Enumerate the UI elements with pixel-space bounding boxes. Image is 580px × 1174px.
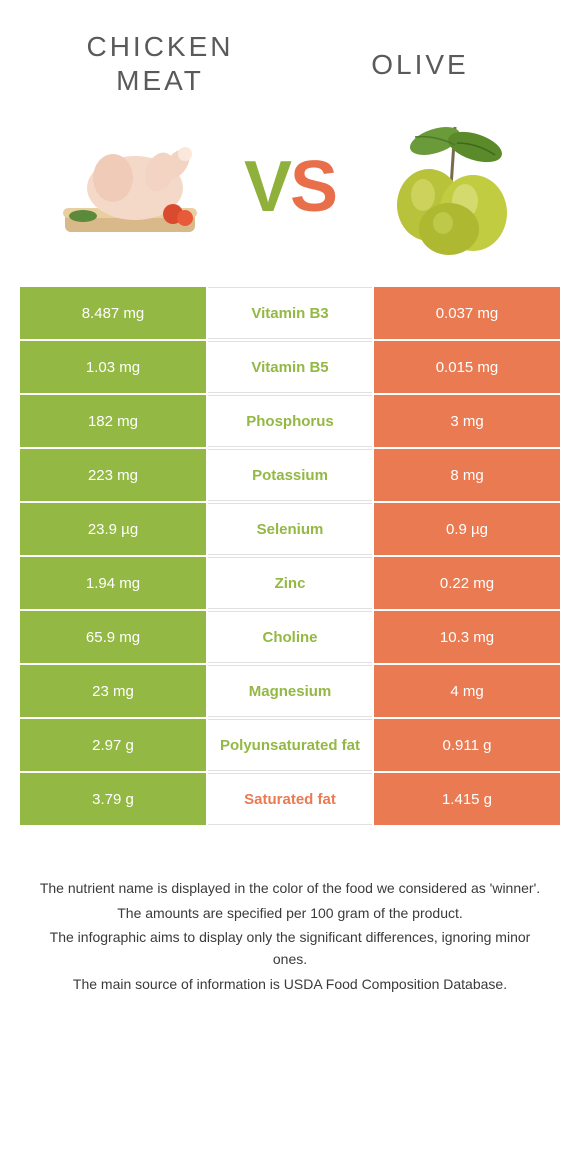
nutrient-name: Potassium	[208, 449, 372, 501]
right-title: Olive	[371, 49, 468, 80]
nutrient-name: Zinc	[208, 557, 372, 609]
table-row: 2.97 gPolyunsaturated fat0.911 g	[20, 719, 560, 771]
left-value: 223 mg	[20, 449, 206, 501]
right-value: 1.415 g	[374, 773, 560, 825]
right-value: 8 mg	[374, 449, 560, 501]
vs-v: V	[244, 147, 290, 227]
table-row: 223 mgPotassium8 mg	[20, 449, 560, 501]
table-row: 182 mgPhosphorus3 mg	[20, 395, 560, 447]
nutrient-name: Magnesium	[208, 665, 372, 717]
table-row: 23.9 µgSelenium0.9 µg	[20, 503, 560, 555]
table-row: 23 mgMagnesium4 mg	[20, 665, 560, 717]
right-value: 0.037 mg	[374, 287, 560, 339]
vs-label: VS	[244, 146, 336, 228]
left-value: 1.94 mg	[20, 557, 206, 609]
footnote-line: The main source of information is USDA F…	[36, 973, 544, 995]
table-row: 8.487 mgVitamin B30.037 mg	[20, 287, 560, 339]
vs-s: S	[290, 147, 336, 227]
right-value: 10.3 mg	[374, 611, 560, 663]
nutrient-name: Vitamin B5	[208, 341, 372, 393]
table-row: 3.79 gSaturated fat1.415 g	[20, 773, 560, 825]
footnotes: The nutrient name is displayed in the co…	[0, 827, 580, 1017]
nutrient-name: Phosphorus	[208, 395, 372, 447]
nutrient-name: Polyunsaturated fat	[208, 719, 372, 771]
images-row: VS	[0, 107, 580, 287]
left-value: 3.79 g	[20, 773, 206, 825]
right-value: 3 mg	[374, 395, 560, 447]
nutrient-name: Selenium	[208, 503, 372, 555]
header-titles: Chicken meat Olive	[0, 0, 580, 107]
table-row: 1.03 mgVitamin B50.015 mg	[20, 341, 560, 393]
right-value: 0.911 g	[374, 719, 560, 771]
right-food-title: Olive	[320, 30, 520, 82]
right-value: 0.015 mg	[374, 341, 560, 393]
olive-image	[360, 117, 540, 257]
right-value: 0.9 µg	[374, 503, 560, 555]
right-value: 0.22 mg	[374, 557, 560, 609]
left-value: 23 mg	[20, 665, 206, 717]
chicken-image	[40, 117, 220, 257]
left-value: 1.03 mg	[20, 341, 206, 393]
table-row: 1.94 mgZinc0.22 mg	[20, 557, 560, 609]
left-value: 65.9 mg	[20, 611, 206, 663]
left-value: 8.487 mg	[20, 287, 206, 339]
left-value: 182 mg	[20, 395, 206, 447]
left-food-title: Chicken meat	[60, 30, 260, 97]
nutrient-name: Choline	[208, 611, 372, 663]
left-title-line2: meat	[116, 65, 204, 96]
footnote-line: The infographic aims to display only the…	[36, 926, 544, 971]
left-title-line1: Chicken	[86, 31, 233, 62]
left-value: 23.9 µg	[20, 503, 206, 555]
nutrient-name: Saturated fat	[208, 773, 372, 825]
footnote-line: The amounts are specified per 100 gram o…	[36, 902, 544, 924]
nutrient-name: Vitamin B3	[208, 287, 372, 339]
left-value: 2.97 g	[20, 719, 206, 771]
nutrient-table: 8.487 mgVitamin B30.037 mg1.03 mgVitamin…	[20, 287, 560, 825]
table-row: 65.9 mgCholine10.3 mg	[20, 611, 560, 663]
footnote-line: The nutrient name is displayed in the co…	[36, 877, 544, 899]
right-value: 4 mg	[374, 665, 560, 717]
